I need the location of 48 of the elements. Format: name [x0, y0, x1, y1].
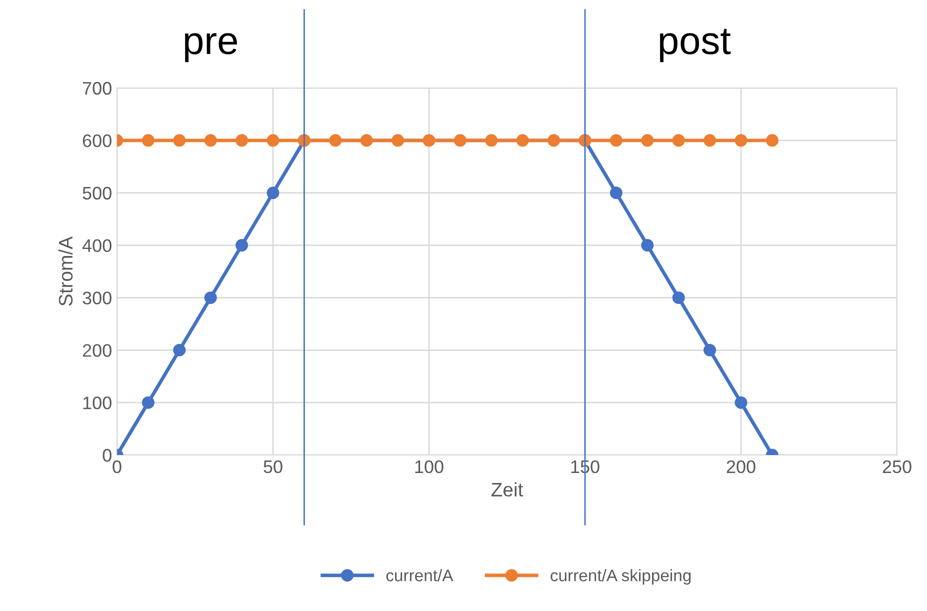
point	[734, 396, 748, 409]
point	[766, 134, 778, 147]
point	[329, 134, 342, 147]
point	[548, 134, 560, 147]
point	[422, 134, 436, 147]
legend-label: current/A	[386, 569, 454, 582]
point	[173, 134, 186, 147]
point	[392, 134, 404, 147]
point	[142, 396, 154, 409]
point	[204, 134, 217, 147]
point	[641, 134, 654, 147]
y-tick-label: 600	[82, 134, 112, 148]
y-axis-title: Strom/A	[58, 236, 73, 306]
x-tick-label: 250	[882, 460, 912, 474]
point	[734, 134, 748, 147]
point	[266, 186, 280, 200]
point	[236, 239, 248, 252]
point	[704, 134, 716, 147]
point	[173, 344, 186, 356]
y-tick-label: 200	[82, 344, 112, 357]
x-axis-title: Zeit	[491, 482, 524, 497]
y-tick-label: 300	[82, 292, 112, 304]
point	[360, 134, 373, 147]
x-tick-label: 0	[112, 460, 122, 474]
x-tick-label: 200	[726, 460, 756, 474]
point	[641, 239, 654, 252]
point	[236, 134, 248, 147]
point	[610, 186, 622, 200]
y-tick-label: 500	[82, 186, 112, 200]
point	[672, 291, 685, 304]
point	[204, 291, 217, 304]
point	[516, 134, 529, 147]
y-tick-label: 100	[83, 396, 112, 410]
point	[454, 134, 466, 147]
text: post	[660, 28, 731, 62]
y-tick-label: 400	[82, 239, 112, 252]
text: pre	[185, 33, 237, 62]
x-tick-label: 50	[264, 460, 282, 474]
point	[610, 134, 622, 147]
y-tick-label: 700	[82, 82, 112, 95]
point	[704, 344, 716, 356]
point	[672, 134, 685, 147]
legend-label: current/A skippeing	[550, 569, 691, 585]
point	[485, 134, 498, 147]
y-tick-label: 0	[102, 448, 112, 462]
point	[266, 134, 280, 147]
x-tick-label: 100	[415, 460, 444, 474]
point	[142, 134, 154, 147]
